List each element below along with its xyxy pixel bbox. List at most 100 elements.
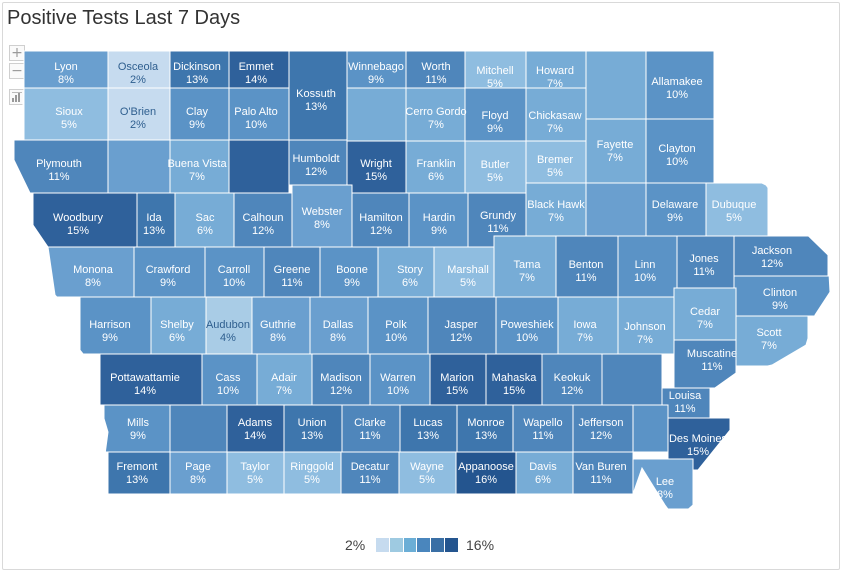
county-guthrie[interactable] xyxy=(251,296,311,355)
county-jefferson[interactable] xyxy=(572,404,634,453)
county-fayette[interactable] xyxy=(585,118,647,184)
county-wayne[interactable] xyxy=(398,451,457,495)
county-mitchell[interactable] xyxy=(464,51,527,89)
county-fremont[interactable] xyxy=(107,451,171,495)
county-keokuk[interactable] xyxy=(541,353,603,406)
county-warren[interactable] xyxy=(369,353,431,406)
county-dubuque[interactable] xyxy=(705,182,769,237)
county-davis[interactable] xyxy=(515,451,574,495)
county-value-label: 10% xyxy=(223,277,245,289)
county-clayton[interactable] xyxy=(645,118,715,184)
county-page[interactable] xyxy=(169,451,228,495)
county-value-label: 12% xyxy=(450,332,472,344)
county-hardin[interactable] xyxy=(408,192,469,248)
county-buena-vista[interactable] xyxy=(169,139,230,194)
county-adair[interactable] xyxy=(256,353,313,406)
county-hancock[interactable] xyxy=(346,87,407,142)
county-winneshiek[interactable] xyxy=(585,51,647,120)
county-calhoun[interactable] xyxy=(233,192,293,248)
county-ringgold[interactable] xyxy=(283,451,342,495)
county-value-label: 10% xyxy=(516,332,538,344)
county-value-label: 10% xyxy=(666,156,688,168)
zoom-out-button[interactable]: − xyxy=(9,63,25,79)
county-boone[interactable] xyxy=(319,246,379,298)
county-value-label: 9% xyxy=(344,277,360,289)
county-bremer[interactable] xyxy=(525,140,587,184)
county-franklin[interactable] xyxy=(405,140,466,194)
county-pocahontas[interactable] xyxy=(228,139,290,194)
county-dallas[interactable] xyxy=(309,296,369,355)
county-name-label: Wright xyxy=(360,158,392,170)
county-sioux[interactable] xyxy=(23,87,109,141)
county-buchanan[interactable] xyxy=(585,182,647,237)
legend-swatch-4[interactable] xyxy=(417,538,432,552)
legend-swatch-6[interactable] xyxy=(445,538,458,552)
county-humboldt[interactable] xyxy=(288,139,348,186)
legend-swatch-5[interactable] xyxy=(431,538,446,552)
county-greene[interactable] xyxy=(263,246,321,298)
county-name-label: Mahaska xyxy=(492,372,538,384)
county-crawford[interactable] xyxy=(133,246,206,298)
county-value-label: 8% xyxy=(58,74,74,86)
county-howard[interactable] xyxy=(525,51,587,89)
county-washington[interactable] xyxy=(601,353,663,406)
county-union[interactable] xyxy=(283,404,343,453)
county-van-buren[interactable] xyxy=(572,451,634,495)
county-benton[interactable] xyxy=(555,235,619,298)
county-tama[interactable] xyxy=(493,235,557,298)
county-johnson[interactable] xyxy=(617,296,675,355)
county-madison[interactable] xyxy=(311,353,371,406)
county-audubon[interactable] xyxy=(205,296,253,355)
county-story[interactable] xyxy=(377,246,435,298)
county-clinton[interactable] xyxy=(733,275,831,317)
county-jones[interactable] xyxy=(676,235,735,289)
county-cerro-gordo[interactable] xyxy=(405,87,466,142)
county-name-label: Fayette xyxy=(597,139,634,151)
legend-swatch-2[interactable] xyxy=(389,538,404,552)
county-name-label: Lee xyxy=(656,476,674,488)
county-clarke[interactable] xyxy=(341,404,401,453)
county-jasper[interactable] xyxy=(427,296,497,355)
county-palo-alto[interactable] xyxy=(228,87,290,141)
county-marion[interactable] xyxy=(429,353,487,406)
county-poweshiek[interactable] xyxy=(495,296,559,355)
county-value-label: 7% xyxy=(548,212,564,224)
county-muscatine[interactable] xyxy=(673,339,737,389)
county-allamakee[interactable] xyxy=(645,51,715,120)
county-cass[interactable] xyxy=(201,353,258,406)
county-montgomery[interactable] xyxy=(169,404,228,453)
county-chickasaw[interactable] xyxy=(525,87,587,142)
county-hamilton[interactable] xyxy=(351,192,410,248)
county-wapello[interactable] xyxy=(512,404,574,453)
county-value-label: 11% xyxy=(590,474,611,486)
county-name-label: Dubuque xyxy=(712,199,757,211)
county-appanoose[interactable] xyxy=(455,451,517,495)
zoom-in-button[interactable]: + xyxy=(9,45,25,61)
county-value-label: 5% xyxy=(460,277,476,289)
county-floyd[interactable] xyxy=(464,87,527,142)
county-carroll[interactable] xyxy=(204,246,265,298)
legend-swatch-3[interactable] xyxy=(403,538,418,552)
county-value-label: 7% xyxy=(697,319,713,331)
county-sac[interactable] xyxy=(174,192,235,248)
county-decatur[interactable] xyxy=(340,451,400,495)
county-harrison[interactable] xyxy=(79,296,152,355)
county-taylor[interactable] xyxy=(226,451,285,495)
county-value-label: 9% xyxy=(189,119,205,131)
county-cherokee[interactable] xyxy=(107,139,171,194)
county-name-label: Cerro Gordo xyxy=(405,106,466,118)
county-shelby[interactable] xyxy=(150,296,207,355)
legend-swatch-1[interactable] xyxy=(376,538,390,552)
county-name-label: Harrison xyxy=(89,319,131,331)
county-monona[interactable] xyxy=(47,246,135,298)
county-value-label: 7% xyxy=(577,332,593,344)
county-value-label: 13% xyxy=(305,101,327,113)
county-black-hawk[interactable] xyxy=(525,182,587,237)
county-value-label: 5% xyxy=(487,172,503,184)
county-clay[interactable] xyxy=(169,87,230,141)
county-cedar[interactable] xyxy=(673,287,737,341)
county-henry[interactable] xyxy=(632,404,669,453)
county-linn[interactable] xyxy=(617,235,678,298)
county-adams[interactable] xyxy=(226,404,285,453)
county-value-label: 7% xyxy=(547,78,563,90)
